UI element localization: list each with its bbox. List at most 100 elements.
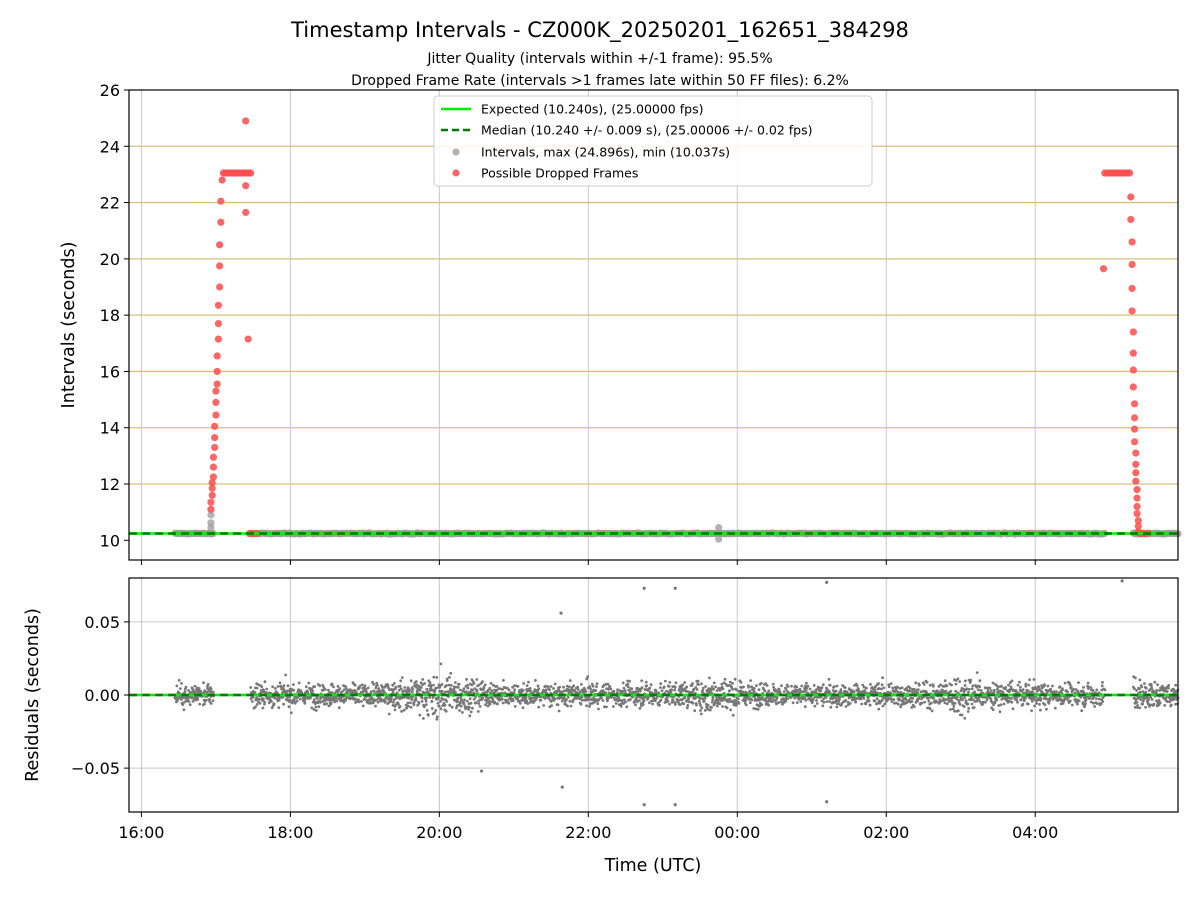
residual-point <box>651 702 654 706</box>
residual-point <box>749 679 752 682</box>
residual-point <box>1052 690 1056 694</box>
residual-point <box>461 711 464 714</box>
dropped-frame-point <box>213 380 221 388</box>
dropped-frame-point <box>1133 494 1141 502</box>
residual-point <box>1043 683 1046 686</box>
residual-point <box>422 705 426 709</box>
residual-point <box>490 689 494 692</box>
residual-point <box>282 684 286 688</box>
residual-point <box>953 702 957 705</box>
residual-point <box>725 706 729 710</box>
residual-point <box>337 689 341 693</box>
residual-point <box>767 703 770 707</box>
residual-point <box>750 698 754 702</box>
residual-point <box>284 673 287 677</box>
residual-point <box>521 689 525 692</box>
residual-point <box>394 685 398 689</box>
residual-point <box>358 684 362 688</box>
bottom-y-tick-label: 0.00 <box>84 686 120 705</box>
residual-point <box>579 702 583 706</box>
residual-point <box>932 696 936 700</box>
residual-point <box>338 687 342 690</box>
residual-point <box>376 684 379 687</box>
dropped-frame-point <box>1132 449 1140 457</box>
residual-point <box>288 698 292 702</box>
dropped-frame-point <box>207 498 215 506</box>
residual-point <box>597 697 601 701</box>
residual-point <box>588 685 592 688</box>
residual-point <box>313 685 317 689</box>
residual-point <box>626 685 630 689</box>
residual-point <box>666 699 670 703</box>
residual-point <box>420 700 424 703</box>
residual-point <box>374 698 378 702</box>
residual-point <box>829 705 833 709</box>
residual-point <box>1147 698 1150 702</box>
residual-point <box>869 683 872 686</box>
x-tick-label: 22:00 <box>565 823 611 842</box>
residual-point <box>742 685 745 689</box>
residual-point <box>608 685 612 688</box>
residual-point <box>428 696 431 699</box>
residual-point <box>862 697 866 700</box>
residual-point <box>188 703 192 707</box>
dropped-frame-point <box>247 169 255 177</box>
residual-point <box>1004 686 1008 689</box>
residual-point <box>876 701 879 705</box>
residual-point <box>930 709 934 713</box>
residual-point <box>462 702 466 706</box>
residual-point <box>867 699 871 703</box>
residual-point <box>820 686 824 690</box>
residual-point <box>964 699 968 702</box>
residual-point <box>693 709 697 713</box>
residual-point <box>821 683 825 687</box>
residual-point <box>1027 683 1031 687</box>
residual-point <box>393 708 397 712</box>
residual-point <box>409 705 413 709</box>
residual-point <box>916 699 919 703</box>
residual-point <box>435 717 439 721</box>
residual-point <box>552 687 555 690</box>
residual-point <box>943 701 947 705</box>
residual-point <box>1019 685 1022 689</box>
residual-point <box>527 680 530 684</box>
residual-point <box>369 690 373 693</box>
residual-point <box>687 700 691 704</box>
residual-point <box>989 689 993 692</box>
residual-point <box>1046 684 1050 688</box>
residual-point <box>549 700 553 703</box>
residual-point <box>699 712 703 716</box>
residual-point <box>685 685 689 689</box>
residual-point <box>444 684 448 687</box>
residual-point <box>1010 679 1014 683</box>
residual-point <box>443 703 447 707</box>
residual-point <box>437 704 441 708</box>
dropped-frame-point <box>1132 469 1140 477</box>
residual-point <box>699 703 702 707</box>
residual-point <box>634 703 637 707</box>
top-y-tick-label: 16 <box>100 362 120 381</box>
chart-subtitle-jitter: Jitter Quality (intervals within +/-1 fr… <box>426 51 772 67</box>
residual-point <box>1033 704 1036 708</box>
residual-point <box>357 687 361 690</box>
residual-point <box>475 688 479 692</box>
residual-point <box>481 680 484 684</box>
residual-point <box>1000 697 1004 701</box>
residual-point <box>596 702 600 706</box>
residual-point <box>350 689 354 693</box>
x-tick-label: 00:00 <box>714 823 760 842</box>
legend-median-label: Median (10.240 +/- 0.009 s), (25.00006 +… <box>481 123 812 138</box>
residual-point <box>203 702 206 706</box>
residual-point <box>988 686 992 690</box>
residual-point <box>330 691 334 694</box>
residual-point <box>875 697 879 701</box>
residual-point <box>962 705 966 708</box>
residual-point <box>507 701 511 705</box>
residual-point <box>334 696 338 700</box>
residual-point <box>383 685 387 689</box>
residual-point <box>366 686 370 690</box>
residual-point <box>908 686 912 690</box>
residual-point <box>1068 699 1072 703</box>
residual-point <box>193 684 197 688</box>
residual-point <box>424 699 428 703</box>
